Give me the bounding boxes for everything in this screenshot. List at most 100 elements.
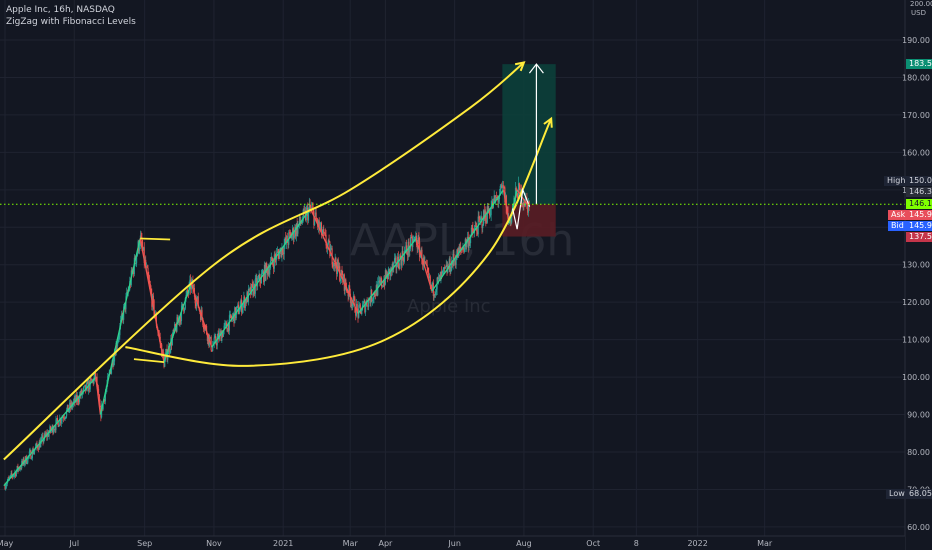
time-axis-ticks: May Jul Sep Nov 2021 Mar Apr Jun Aug Oct 8 2022 Mar — [0, 539, 773, 548]
candle-body — [98, 388, 100, 395]
candle-body — [178, 319, 180, 323]
candle-body — [510, 219, 512, 223]
candle-body — [295, 223, 297, 237]
candle-body — [80, 389, 82, 397]
candle-body — [336, 266, 338, 274]
zigzag-segment — [139, 238, 165, 363]
indicator-title[interactable]: ZigZag with Fibonacci Levels — [6, 17, 136, 27]
candle-body — [148, 275, 150, 281]
candle-body — [222, 332, 224, 337]
candle-body — [495, 197, 498, 198]
candle-body — [479, 217, 482, 221]
candle-body — [244, 299, 246, 308]
candle-body — [489, 210, 491, 216]
candle-body — [195, 303, 197, 306]
candle-body — [403, 258, 405, 262]
candle-body — [301, 220, 304, 223]
candle-body — [15, 472, 17, 477]
candle-body — [498, 199, 500, 202]
candle-body — [83, 386, 85, 388]
candle-body — [72, 404, 74, 408]
candle-body — [270, 256, 272, 261]
candle-body — [268, 269, 270, 275]
time-tick-label: Oct — [586, 539, 600, 548]
candle-body — [192, 279, 194, 290]
candle-body — [27, 456, 29, 463]
candle-body — [146, 266, 148, 269]
candle-body — [441, 271, 444, 274]
candle-body — [335, 257, 337, 267]
candle-body — [104, 392, 106, 402]
candle-body — [296, 223, 298, 234]
candle-body — [308, 209, 310, 221]
candle-body — [10, 473, 12, 476]
candle-body — [461, 249, 463, 251]
candle-body — [94, 373, 97, 379]
channel-upper-arrowhead — [514, 61, 526, 72]
candle-body — [281, 247, 283, 257]
candle-body — [454, 260, 456, 262]
candle-body — [56, 417, 59, 422]
candle-body — [266, 267, 269, 275]
candle-body — [341, 269, 343, 276]
candle-body — [371, 299, 374, 302]
candle-body — [327, 239, 329, 245]
candle-body — [175, 326, 177, 332]
candle-body — [356, 304, 358, 310]
candle-body — [478, 216, 480, 219]
candle-body — [11, 473, 13, 476]
candle-body — [5, 484, 8, 487]
candle-body — [73, 397, 75, 402]
candle-body — [47, 432, 49, 437]
candle-body — [31, 458, 33, 459]
candle-body — [276, 251, 278, 253]
candle-body — [489, 215, 491, 216]
candle-body — [500, 185, 502, 187]
candle-body — [405, 245, 407, 251]
candle-body — [466, 240, 468, 247]
candle-body — [476, 231, 478, 235]
currency-label: USD — [911, 9, 926, 17]
target-zone — [502, 64, 556, 205]
candle-body — [367, 305, 369, 307]
candle-body — [97, 387, 99, 389]
candle-body — [438, 277, 440, 279]
candle-body — [145, 266, 148, 268]
candle-body — [250, 287, 252, 295]
current-price-tag: 146.14 — [906, 199, 932, 209]
candle-body — [53, 430, 55, 434]
candle-body — [320, 222, 322, 227]
candle-body — [448, 258, 450, 269]
candle-body — [438, 274, 440, 278]
candle-body — [295, 227, 297, 237]
candle-body — [66, 404, 68, 410]
candle-body — [38, 441, 40, 450]
candle-body — [149, 284, 151, 289]
candle-body — [428, 272, 430, 278]
candle-body — [309, 204, 311, 208]
candle-body — [300, 222, 302, 224]
candle-body — [180, 316, 182, 322]
candle-body — [406, 245, 408, 253]
candle-body — [263, 271, 265, 283]
candle-body — [18, 468, 20, 471]
candle-body — [34, 449, 36, 452]
candle-body — [419, 253, 421, 258]
candle-body — [359, 304, 361, 309]
channel-upper-bound-start — [140, 237, 171, 241]
candle-body — [196, 299, 198, 306]
candle-body — [326, 245, 328, 249]
chart-legend: Apple Inc, 16h, NASDAQ ZigZag with Fibon… — [6, 4, 136, 28]
candle-body — [299, 216, 301, 223]
candle-body — [361, 310, 363, 314]
symbol-title[interactable]: Apple Inc, 16h, NASDAQ — [6, 5, 115, 15]
candle-body — [471, 227, 473, 229]
candle-body — [110, 371, 112, 374]
candle-body — [308, 204, 310, 210]
time-tick-label: 2022 — [687, 539, 707, 548]
candle-body — [12, 476, 14, 477]
time-tick-label: Mar — [757, 539, 773, 548]
candle-body — [450, 270, 452, 273]
candle-body — [393, 262, 395, 269]
